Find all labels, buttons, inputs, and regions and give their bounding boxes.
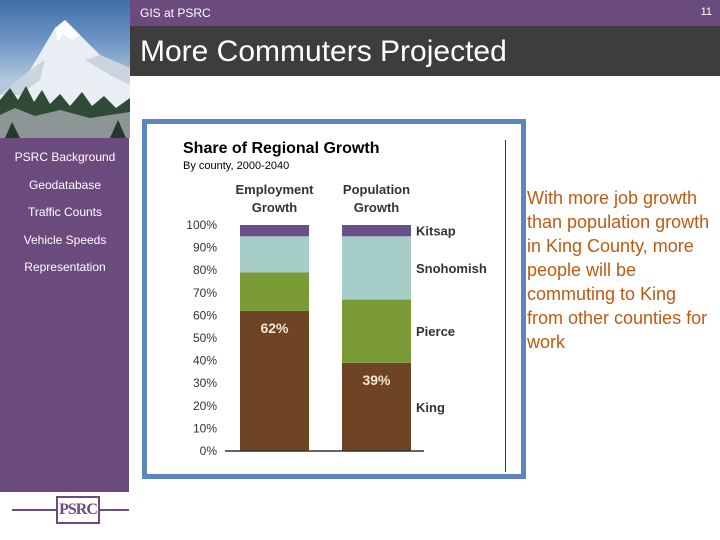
y-tick-label: 50% <box>193 331 217 345</box>
page-number: 11 <box>700 6 712 18</box>
chart-subtitle: By county, 2000-2040 <box>183 160 289 172</box>
y-tick-label: 60% <box>193 308 217 322</box>
nav-item-traffic-counts[interactable]: Traffic Counts <box>27 205 103 219</box>
sidebar-divider <box>129 138 130 540</box>
y-tick-label: 20% <box>193 399 217 413</box>
data-label-employment-growth: 62% <box>260 320 289 336</box>
nav-item-vehicle-speeds[interactable]: Vehicle Speeds <box>23 233 107 247</box>
logo-area: PSRC <box>0 492 130 540</box>
logo-rule-left <box>12 509 56 511</box>
chart-title: Share of Regional Growth <box>183 140 379 157</box>
page-title: More Commuters Projected <box>140 35 507 68</box>
bar-pierce-employment-growth <box>240 272 309 311</box>
mountain-illustration <box>0 20 130 138</box>
y-tick-label: 100% <box>186 218 217 232</box>
body-text: With more job growth than population gro… <box>527 188 710 352</box>
series-label-king: King <box>416 400 445 415</box>
bar-snohomish-population-growth <box>342 236 411 300</box>
chart-frame: Share of Regional Growth By county, 2000… <box>142 119 526 479</box>
category-label-population-growth: Population Growth <box>343 182 410 215</box>
stacked-bar-chart: Share of Regional Growth By county, 2000… <box>183 140 487 458</box>
bar-pierce-population-growth <box>342 299 411 363</box>
bar-king-population-growth <box>342 362 411 451</box>
y-tick-label: 70% <box>193 286 217 300</box>
sidebar: PSRC Background Geodatabase Traffic Coun… <box>0 0 130 540</box>
nav-item-representation[interactable]: Representation <box>24 260 106 274</box>
series-label-snohomish: Snohomish <box>416 261 487 276</box>
nav-item-geodatabase[interactable]: Geodatabase <box>28 178 102 192</box>
vertical-rule <box>505 140 506 472</box>
y-tick-label: 90% <box>193 241 217 255</box>
bar-kitsap-population-growth <box>342 225 411 237</box>
top-bar: GIS at PSRC 11 <box>130 0 720 26</box>
nav-item-psrc-background[interactable]: PSRC Background <box>14 150 116 164</box>
logo-rule-right <box>100 509 130 511</box>
y-tick-label: 10% <box>193 421 217 435</box>
mountain-photo <box>0 0 130 138</box>
nav-panel: PSRC Background Geodatabase Traffic Coun… <box>0 138 130 540</box>
data-label-population-growth: 39% <box>362 372 391 388</box>
series-label-kitsap: Kitsap <box>416 224 456 239</box>
y-tick-label: 30% <box>193 376 217 390</box>
title-bar: More Commuters Projected <box>130 26 720 76</box>
psrc-logo: PSRC <box>56 496 100 524</box>
series-label-pierce: Pierce <box>416 324 455 339</box>
bar-snohomish-employment-growth <box>240 236 309 273</box>
bar-kitsap-employment-growth <box>240 225 309 237</box>
y-tick-label: 0% <box>200 444 218 458</box>
category-label-employment-growth: Employment Growth <box>235 182 314 215</box>
y-tick-label: 80% <box>193 263 217 277</box>
bar-king-employment-growth <box>240 310 309 451</box>
y-tick-label: 40% <box>193 354 217 368</box>
header-subtitle: GIS at PSRC <box>140 6 211 20</box>
